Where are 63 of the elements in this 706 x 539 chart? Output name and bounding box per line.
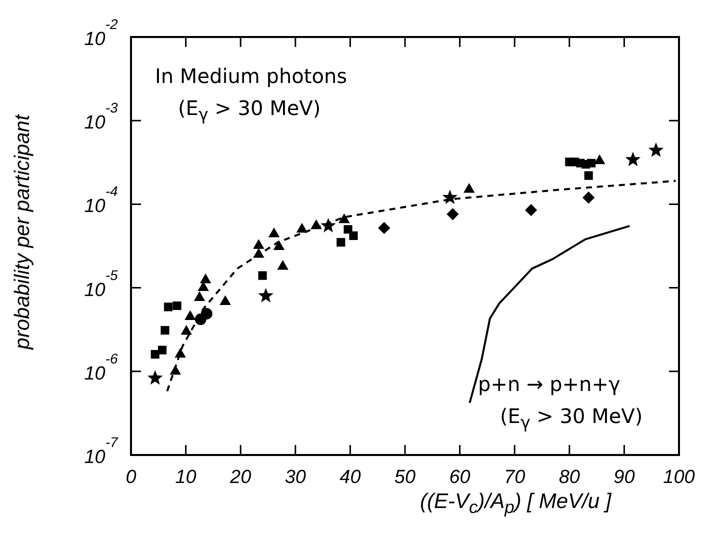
point (278, 260, 288, 270)
point (220, 296, 230, 306)
point (200, 308, 212, 320)
y-tick-label: 10-3 (84, 100, 118, 134)
point (446, 208, 458, 220)
annotation: In Medium photons (155, 64, 348, 88)
point (587, 158, 596, 168)
point (172, 301, 182, 310)
point (464, 184, 474, 193)
point (320, 218, 336, 232)
point (181, 326, 192, 335)
point (194, 292, 205, 302)
point (268, 228, 280, 238)
point (442, 190, 458, 204)
point (648, 142, 664, 157)
point (170, 366, 180, 375)
point (349, 231, 358, 240)
annotation: (E$_{γ}$ > 30 MeV) (500, 404, 643, 432)
point (625, 152, 641, 166)
point (254, 240, 264, 249)
annotation: p+n → p+n+γ (478, 372, 620, 396)
point (200, 274, 211, 284)
y-tick-label: 10-5 (84, 266, 118, 301)
point (175, 348, 186, 358)
point (296, 224, 308, 233)
y-tick-label: 10-7 (84, 434, 120, 468)
x-tick-label: 100 (663, 467, 696, 488)
annotation: (E$_{γ}$ > 30 MeV) (178, 96, 321, 124)
y-tick-label: 10-2 (84, 16, 118, 50)
point (311, 220, 322, 230)
point (274, 240, 284, 250)
point (185, 311, 196, 320)
x-tick-label: 0 (126, 467, 137, 488)
x-tick-label: 10 (175, 467, 197, 488)
point (344, 225, 352, 234)
point (582, 192, 594, 204)
y-axis-title: probability per participant (11, 113, 35, 352)
point (584, 171, 593, 180)
x-tick-label: 60 (449, 467, 471, 488)
point (525, 204, 537, 216)
y-tick-label: 10-6 (84, 350, 118, 384)
point (254, 248, 264, 258)
point (336, 238, 346, 247)
x-axis-title: ((E-V$_{c}$)/A$_{p}$) [ MeV/u ] (420, 490, 612, 518)
x-tick-label: 30 (284, 467, 306, 488)
x-tick-label: 90 (614, 467, 636, 488)
point (164, 302, 173, 312)
point (198, 282, 208, 292)
point (594, 155, 605, 164)
x-tick-label: 50 (394, 467, 416, 488)
point (158, 346, 167, 354)
x-tick-label: 40 (340, 467, 362, 488)
point (258, 288, 274, 302)
point (378, 222, 390, 234)
y-tick-label: 10-4 (84, 183, 118, 218)
point (150, 350, 160, 359)
x-tick-label: 80 (558, 467, 580, 488)
point (258, 271, 267, 280)
x-tick-label: 70 (504, 467, 526, 488)
point (160, 326, 170, 335)
x-tick-label: 20 (229, 467, 252, 488)
point (339, 214, 350, 224)
point (148, 370, 163, 385)
